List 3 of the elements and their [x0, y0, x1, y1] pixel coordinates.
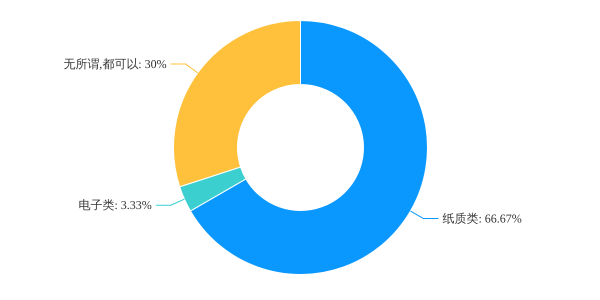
- slice-label: 电子类: 3.33%: [78, 198, 152, 212]
- slice-label: 无所谓,都可以: 30%: [63, 57, 167, 72]
- slice-label: 纸质类: 66.67%: [442, 212, 522, 226]
